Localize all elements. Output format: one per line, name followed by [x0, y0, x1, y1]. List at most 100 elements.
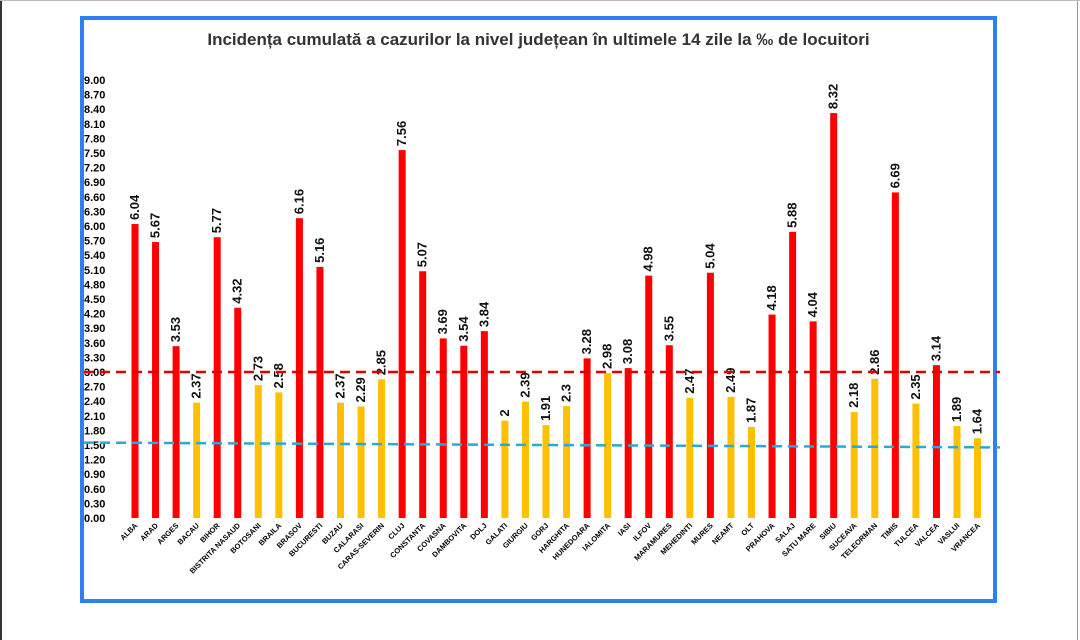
data-label: 4.98 — [641, 246, 656, 271]
bar — [974, 438, 982, 518]
data-label: 2.29 — [353, 377, 368, 402]
data-label: 5.04 — [702, 243, 717, 269]
data-label: 3.55 — [661, 316, 676, 341]
data-label: 2.98 — [600, 344, 615, 369]
data-label: 1.87 — [744, 398, 759, 423]
bar — [316, 266, 324, 518]
data-label: 1.89 — [949, 397, 964, 422]
bar — [686, 397, 694, 518]
bar — [213, 237, 221, 518]
bar — [295, 218, 303, 519]
bar — [419, 271, 427, 518]
y-tick-label: 0.00 — [84, 513, 105, 525]
bar — [542, 425, 550, 518]
x-tick-label: IASI — [616, 521, 633, 538]
x-tick-label: BACAU — [176, 521, 202, 547]
y-tick-label: 8.40 — [84, 104, 105, 116]
y-tick-label: 3.90 — [84, 323, 105, 335]
data-label: 3.08 — [620, 339, 635, 364]
y-tick-label: 7.50 — [84, 148, 105, 160]
bar — [521, 401, 529, 518]
y-tick-label: 0.30 — [84, 498, 105, 510]
bar — [254, 385, 262, 518]
threshold-line-low — [83, 441, 1001, 449]
y-tick-label: 8.10 — [84, 119, 105, 131]
bar — [891, 192, 899, 519]
data-label: 4.18 — [764, 285, 779, 310]
data-label: 2.47 — [682, 368, 697, 393]
y-tick-label: 1.80 — [84, 425, 105, 437]
bar — [912, 403, 920, 518]
page-edge-top — [0, 0, 1080, 1]
bar — [768, 314, 776, 518]
data-label: 5.07 — [415, 242, 430, 267]
data-label: 3.84 — [476, 301, 491, 327]
data-label: 2.35 — [908, 374, 923, 399]
bar — [665, 345, 673, 518]
bar — [871, 378, 879, 518]
data-label: 2.39 — [517, 372, 532, 397]
bar — [809, 321, 817, 518]
y-tick-label: 7.20 — [84, 163, 105, 175]
y-tick-label: 4.80 — [84, 279, 105, 291]
y-tick-label: 4.20 — [84, 309, 105, 321]
x-tick-label: OLT — [739, 521, 756, 538]
bar — [624, 368, 632, 518]
x-tick-label: ALBA — [118, 521, 140, 543]
y-tick-label: 3.60 — [84, 338, 105, 350]
data-label: 7.56 — [394, 121, 409, 146]
y-tick-label: 5.10 — [84, 265, 105, 277]
y-tick-label: 2.10 — [84, 411, 105, 423]
bar — [357, 406, 365, 518]
y-tick-label: 3.30 — [84, 352, 105, 364]
bar — [789, 231, 797, 518]
y-tick-label: 2.40 — [84, 396, 105, 408]
y-tick-label: 8.70 — [84, 90, 105, 102]
data-label: 4.04 — [805, 291, 820, 317]
bar — [727, 396, 735, 518]
bar — [152, 242, 160, 518]
data-label: 3.54 — [456, 316, 471, 342]
data-label: 2.37 — [333, 373, 348, 398]
bar — [604, 372, 612, 518]
data-label: 5.67 — [148, 213, 163, 238]
data-label: 2.49 — [723, 368, 738, 393]
bar — [706, 272, 714, 518]
bar — [645, 275, 653, 518]
chart-title: Incidența cumulată a cazurilor la nivel … — [207, 30, 870, 49]
bar — [850, 411, 858, 518]
page-edge-left — [0, 0, 2, 640]
bar — [583, 358, 591, 518]
y-tick-label: 0.90 — [84, 469, 105, 481]
y-tick-label: 5.40 — [84, 250, 105, 262]
data-label: 3.28 — [579, 329, 594, 354]
data-label: 3.69 — [435, 309, 450, 334]
y-tick-label: 3.00 — [84, 367, 105, 379]
bar — [480, 331, 488, 518]
y-tick-label: 1.20 — [84, 455, 105, 467]
bar — [275, 392, 283, 518]
data-label: 5.88 — [785, 203, 800, 228]
data-label: 6.69 — [887, 163, 902, 188]
bar — [193, 402, 201, 518]
y-tick-label: 9.00 — [84, 75, 105, 87]
data-label: 2.18 — [846, 383, 861, 408]
data-label: 4.32 — [230, 278, 245, 303]
bar — [337, 402, 344, 518]
y-tick-label: 0.60 — [84, 484, 105, 496]
data-label: 2 — [497, 409, 512, 416]
bar — [932, 365, 940, 518]
page-edge-right — [1077, 0, 1078, 640]
y-tick-label: 6.30 — [84, 206, 105, 218]
y-tick-label: 5.70 — [84, 236, 105, 248]
chart-frame: Incidența cumulată a cazurilor la nivel … — [80, 16, 997, 603]
data-label: 5.77 — [209, 208, 224, 233]
bar — [830, 113, 838, 519]
data-label: 2.86 — [867, 350, 882, 375]
bar — [501, 420, 509, 518]
data-label: 2.73 — [250, 356, 265, 381]
data-label: 1.91 — [538, 396, 553, 421]
y-tick-label: 6.90 — [84, 177, 105, 189]
x-tick-label: MURES — [689, 521, 715, 547]
